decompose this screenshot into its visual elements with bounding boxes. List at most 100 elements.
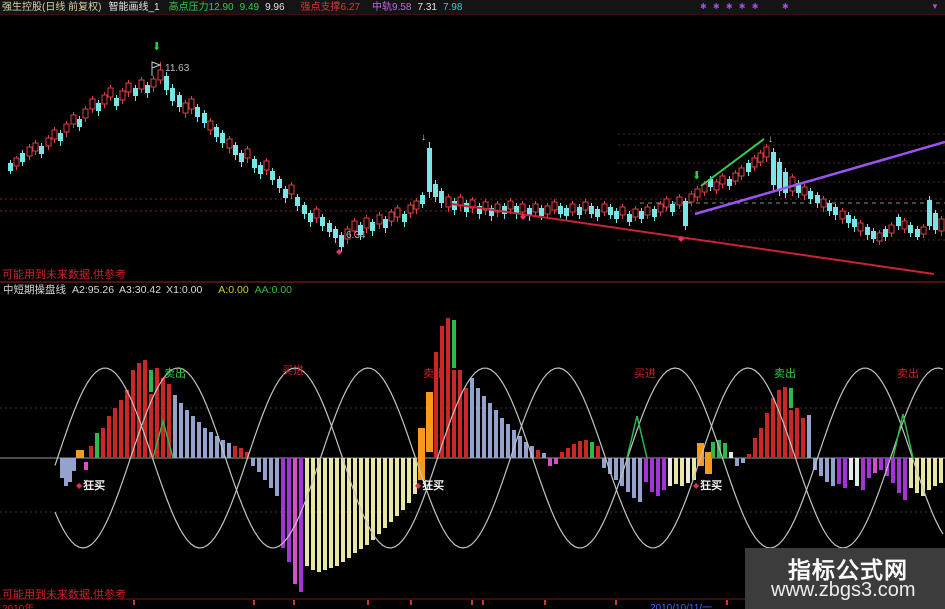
histogram-bar	[566, 448, 570, 458]
diamond-icon: ◆	[693, 481, 700, 490]
histogram-bar	[311, 458, 315, 570]
histogram-bar	[341, 458, 345, 562]
candle-body	[657, 203, 664, 213]
histogram-bar	[149, 394, 153, 458]
candle-body	[539, 208, 544, 216]
signal-triangle	[892, 413, 914, 459]
histogram-bar	[263, 458, 267, 480]
axis-year-label: 2010年	[2, 600, 34, 609]
candle-body	[45, 137, 52, 147]
candle-body	[652, 209, 657, 217]
histogram-bar	[60, 458, 64, 478]
candle-body	[796, 183, 801, 193]
candle-body	[639, 211, 644, 219]
candle-body	[771, 152, 776, 185]
histogram-bar	[697, 443, 704, 466]
candle-body	[226, 138, 233, 149]
candle-body	[327, 223, 332, 232]
diamond-icon: ◆	[415, 481, 422, 490]
axis-tick	[410, 600, 412, 605]
candle-body	[195, 107, 200, 117]
histogram-bar	[64, 458, 68, 486]
candle-body	[746, 163, 751, 172]
candle-body	[214, 127, 219, 137]
histogram-bar	[209, 432, 213, 458]
histogram-bar	[638, 458, 642, 502]
histogram-bar	[584, 440, 588, 458]
histogram-bar	[602, 458, 606, 468]
candle-body	[295, 197, 300, 206]
histogram-bar	[239, 448, 243, 458]
histogram-bar	[789, 410, 793, 458]
histogram-bar	[227, 443, 231, 458]
candle-body	[801, 186, 808, 196]
diamond-icon: ◆	[520, 212, 527, 221]
candle-body	[207, 120, 214, 131]
histogram-bar	[614, 458, 618, 480]
histogram-bar	[281, 458, 285, 548]
candle-body	[827, 203, 832, 211]
candle-body	[751, 157, 758, 168]
histogram-bar	[179, 403, 183, 458]
candle-body	[544, 205, 551, 215]
histogram-bar	[215, 436, 219, 458]
axis-tick	[482, 600, 484, 605]
axis-date-label: 2010/10/11/一	[650, 603, 713, 609]
down-arrow-icon: ↓	[768, 134, 773, 145]
histogram-bar	[275, 458, 279, 496]
histogram-bar	[735, 458, 739, 466]
candle-body	[8, 163, 13, 171]
candle-body	[876, 232, 883, 242]
trend-line	[700, 138, 765, 187]
histogram-bar	[861, 458, 865, 490]
candle-body	[150, 78, 157, 88]
histogram-bar	[789, 388, 793, 408]
candle-body	[39, 146, 44, 154]
axis-tick	[293, 600, 295, 605]
histogram-bar	[662, 458, 666, 490]
candle-body	[233, 145, 238, 155]
histogram-bar	[293, 458, 297, 584]
histogram-bar	[401, 458, 405, 510]
candle-body	[376, 214, 383, 225]
candle-body	[283, 189, 288, 198]
candle-body	[489, 208, 494, 216]
histogram-bar	[590, 442, 594, 458]
histogram-bar	[383, 458, 387, 528]
title-bar: 强生控股(日线 前复权) 智能画线_1 高点压力12.90 9.49 9.96 强点支撑6…	[0, 0, 945, 15]
histogram-bar	[113, 408, 117, 458]
candle-body	[51, 129, 58, 140]
candle-body	[344, 228, 351, 240]
axis-tick	[615, 600, 617, 605]
histogram-bar	[903, 458, 907, 500]
candle-body	[644, 206, 651, 216]
histogram-bar	[353, 458, 357, 553]
candle-body	[632, 208, 639, 218]
signal-label: ◆狂买	[76, 481, 105, 492]
candle-body	[177, 95, 182, 107]
sub-chart-warning: 可能用到未来数据,供参考	[2, 589, 127, 601]
candle-body	[363, 217, 370, 229]
histogram-bar	[554, 458, 558, 464]
candle-body	[808, 191, 813, 199]
histogram-bar	[359, 458, 363, 549]
candle-body	[676, 196, 683, 206]
histogram-bar	[692, 458, 696, 480]
candle-body	[288, 184, 295, 195]
histogram-bar	[933, 458, 937, 486]
candle-body	[420, 195, 425, 204]
histogram-bar	[137, 363, 141, 458]
candle-body	[738, 167, 745, 177]
title-decoration: ✱ ✱ ✱ ✱ ✱	[700, 2, 761, 11]
histogram-bar	[674, 458, 678, 484]
signal-label: 卖出	[897, 368, 919, 380]
candle-body	[627, 214, 632, 222]
candle-body	[277, 179, 282, 188]
histogram-bar	[377, 458, 381, 534]
title-segment: 中轨9.58	[372, 1, 412, 13]
histogram-bar	[819, 458, 823, 476]
candle-body	[569, 203, 576, 213]
histogram-bar	[837, 458, 841, 484]
candle-body	[13, 157, 20, 167]
